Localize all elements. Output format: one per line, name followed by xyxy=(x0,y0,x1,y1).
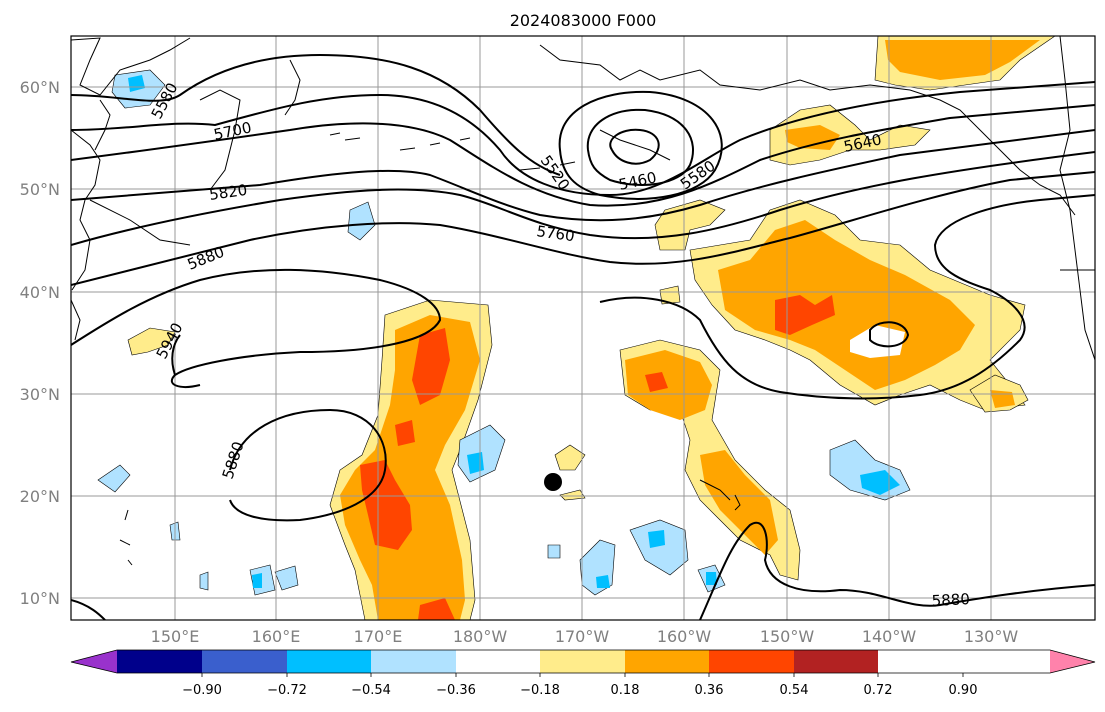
contour-label: 5700 xyxy=(212,118,253,144)
colorbar-cell xyxy=(371,650,456,673)
contour-5760 xyxy=(71,151,1095,246)
colorbar-cell xyxy=(709,650,794,673)
lon-label: 150°E xyxy=(151,627,200,646)
contour-label: 5760 xyxy=(535,222,575,245)
contour-5460-inner xyxy=(609,128,660,165)
lon-label: 140°W xyxy=(862,627,917,646)
contour-label: 5880 xyxy=(931,590,970,610)
contour-5520-ring xyxy=(586,108,694,186)
colorbar-min-extension xyxy=(71,650,117,673)
lat-label: 10°N xyxy=(20,589,60,608)
lon-label: 160°E xyxy=(252,627,301,646)
map-title: 2024083000 F000 xyxy=(510,11,657,30)
colorbar-ticks xyxy=(201,673,964,677)
colorbar-tick-label: 0.18 xyxy=(611,683,640,698)
contour-label: 5460 xyxy=(617,168,658,194)
colorbar-tick-label: −0.18 xyxy=(520,683,560,698)
longitude-labels: 150°E 160°E 170°E 180°W 170°W 160°W 150°… xyxy=(151,627,1019,646)
height-contours xyxy=(71,53,1095,620)
colorbar-cell xyxy=(117,650,202,673)
colorbar-cells xyxy=(117,650,878,673)
anomaly-region-small-4 xyxy=(559,489,586,501)
anomaly-region-gulf xyxy=(769,104,931,166)
map-area: 5580 5700 5820 5880 5940 5880 5520 5460 … xyxy=(71,36,1095,620)
colorbar-cell xyxy=(540,650,625,673)
colorbar-tick-label: −0.36 xyxy=(436,683,476,698)
lon-label: 160°W xyxy=(657,627,712,646)
lon-label: 150°W xyxy=(760,627,815,646)
contour-5640 xyxy=(71,104,1095,207)
blue-anomaly-fills xyxy=(128,75,900,588)
colorbar-max-extension xyxy=(1050,650,1095,673)
lon-label: 170°W xyxy=(555,627,610,646)
lon-label: 130°W xyxy=(964,627,1019,646)
lat-label: 50°N xyxy=(20,180,60,199)
contour-5580-west xyxy=(71,53,561,176)
lat-label: 20°N xyxy=(20,487,60,506)
contour-5880 xyxy=(71,171,1095,286)
contour-5880-south xyxy=(699,521,1095,620)
contour-5880-south-loop xyxy=(229,408,387,522)
map-frame xyxy=(70,35,1096,621)
contour-5880-east xyxy=(599,194,1095,400)
lon-label: 180°W xyxy=(453,627,508,646)
contour-label: 5820 xyxy=(208,181,248,204)
colorbar-tick-label: 0.54 xyxy=(780,683,809,698)
contour-5880-west-loop xyxy=(171,334,181,376)
colorbar-cell xyxy=(794,650,878,673)
negative-anomaly-fills xyxy=(97,69,911,596)
lat-label: 60°N xyxy=(20,78,60,97)
colorbar: −0.90 −0.72 −0.54 −0.36 −0.18 0.18 0.36 … xyxy=(70,649,1096,698)
colorbar-tick-label: −0.54 xyxy=(351,683,391,698)
colorbar-cell xyxy=(625,650,709,673)
colorbar-tick-labels: −0.90 −0.72 −0.54 −0.36 −0.18 0.18 0.36 … xyxy=(182,683,977,698)
contour-5940 xyxy=(71,268,442,388)
contour-low-south xyxy=(71,599,106,620)
lat-label: 30°N xyxy=(20,385,60,404)
contour-label: 5520 xyxy=(537,152,574,194)
colorbar-tick-label: 0.90 xyxy=(949,683,978,698)
lat-label: 40°N xyxy=(20,283,60,302)
anomaly-region-small-2 xyxy=(127,327,176,356)
colorbar-tick-label: 0.72 xyxy=(864,683,893,698)
lon-label: 170°E xyxy=(354,627,403,646)
colorbar-tick-label: −0.90 xyxy=(182,683,222,698)
anomaly-clear-patch xyxy=(850,325,905,358)
colorbar-tick-label: −0.72 xyxy=(267,683,307,698)
contour-5580-ring xyxy=(558,90,723,200)
contour-5820 xyxy=(71,129,1095,222)
colorbar-cell xyxy=(202,650,287,673)
station-marker xyxy=(544,473,562,491)
contour-label: 5880 xyxy=(219,439,248,481)
contour-east-cell xyxy=(869,321,910,348)
red-anomaly-fills xyxy=(360,295,835,620)
contour-label: 5880 xyxy=(185,243,227,274)
anomaly-region-small-3 xyxy=(659,285,681,305)
colorbar-cell xyxy=(287,650,371,673)
colorbar-cell xyxy=(456,650,540,673)
contour-5700 xyxy=(71,81,1095,197)
anomaly-region-small-1 xyxy=(554,444,586,471)
colorbar-outline xyxy=(70,649,1096,674)
colorbar-tick-label: 0.36 xyxy=(695,683,724,698)
latitude-labels: 60°N 50°N 40°N 30°N 20°N 10°N xyxy=(20,78,60,608)
